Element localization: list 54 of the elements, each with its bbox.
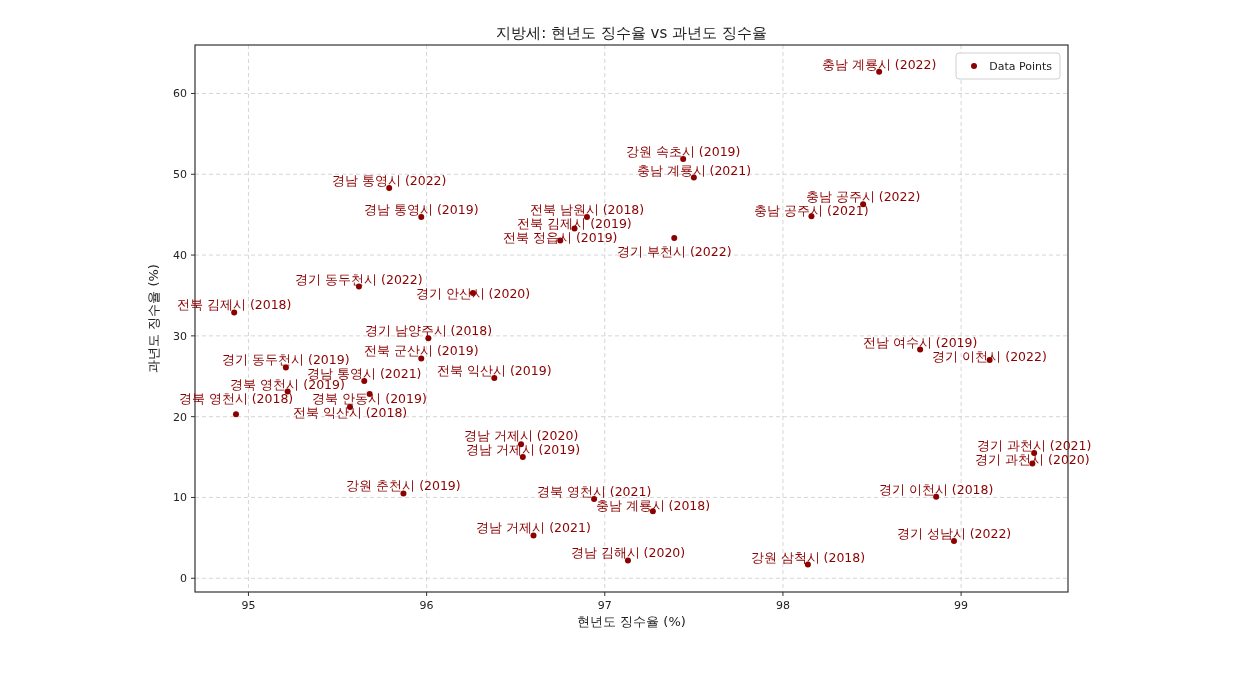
- y-tick-label: 10: [173, 491, 187, 505]
- y-tick-label: 60: [173, 87, 187, 101]
- y-tick-label: 50: [173, 168, 187, 182]
- x-tick-label: 95: [241, 599, 256, 612]
- annotation: 경북 안동시 (2019): [312, 390, 427, 406]
- annotation: 강원 속초시 (2019): [625, 143, 741, 159]
- annotation: 전북 정읍시 (2019): [502, 230, 618, 246]
- annotation: 경기 과천시 (2020): [975, 452, 1090, 468]
- annotation: 경기 동두천시 (2019): [222, 352, 350, 368]
- annotation: 경북 영천시 (2018): [178, 390, 294, 406]
- annotation: 전북 남원시 (2018): [529, 202, 645, 218]
- chart-title: 지방세: 현년도 징수율 vs 과년도 징수율: [496, 24, 767, 42]
- y-tick-label: 0: [180, 572, 187, 586]
- x-tick-label: 96: [419, 599, 434, 612]
- annotation: 경남 통영시 (2019): [364, 202, 479, 218]
- annotation: 경기 이천시 (2022): [932, 348, 1047, 364]
- annotation: 경남 거제시 (2021): [476, 520, 591, 536]
- point: [232, 411, 239, 418]
- y-tick-label: 40: [173, 249, 187, 263]
- y-tick-label: 30: [173, 329, 187, 343]
- annotation: 충남 계룡시 (2018): [595, 498, 711, 514]
- annotation: 경기 안산시 (2020): [415, 285, 531, 301]
- annotation: 경기 부천시 (2022): [617, 244, 732, 260]
- annotation: 강원 춘천시 (2019): [346, 478, 461, 494]
- x-tick-label: 97: [597, 599, 612, 612]
- annotation: 충남 공주시 (2022): [805, 189, 921, 205]
- annotation: 경기 성남시 (2022): [896, 526, 1012, 542]
- x-axis-title: 현년도 징수율 (%): [577, 614, 686, 629]
- point: [671, 235, 678, 242]
- annotation: 충남 계룡시 (2022): [821, 56, 937, 72]
- annotation: 전북 군산시 (2019): [364, 343, 479, 359]
- legend: Data Points: [955, 52, 1061, 80]
- annotation: 전북 김제시 (2019): [517, 216, 632, 232]
- annotation: 경남 거제시 (2020): [463, 428, 579, 444]
- annotation: 전남 여수시 (2019): [862, 334, 978, 350]
- annotation: 경북 영천시 (2021): [536, 484, 652, 500]
- annotation: 경기 동두천시 (2022): [295, 271, 423, 287]
- annotation: 강원 삼척시 (2018): [750, 549, 866, 565]
- legend-label: Data Points: [989, 60, 1053, 73]
- x-tick-label: 99: [954, 599, 969, 612]
- y-tick-label: 20: [173, 410, 187, 424]
- annotation: 충남 계룡시 (2021): [636, 162, 752, 178]
- annotation: 전북 익산시 (2019): [437, 362, 552, 378]
- annotation: 경남 김해시 (2020): [570, 545, 686, 561]
- annotation: 전북 김제시 (2018): [176, 297, 292, 313]
- annotation: 전북 익산시 (2018): [292, 404, 408, 420]
- y-axis-title: 과년도 징수율 (%): [146, 264, 161, 373]
- annotation: 경기 과천시 (2021): [976, 438, 1092, 454]
- annotation: 경기 이천시 (2018): [878, 481, 994, 497]
- x-tick-label: 98: [775, 599, 790, 612]
- annotation: 경남 거제시 (2019): [465, 442, 581, 458]
- annotation: 경남 통영시 (2022): [331, 173, 447, 189]
- annotation: 경기 남양주시 (2018): [364, 323, 493, 339]
- annotation: 충남 공주시 (2021): [754, 203, 869, 219]
